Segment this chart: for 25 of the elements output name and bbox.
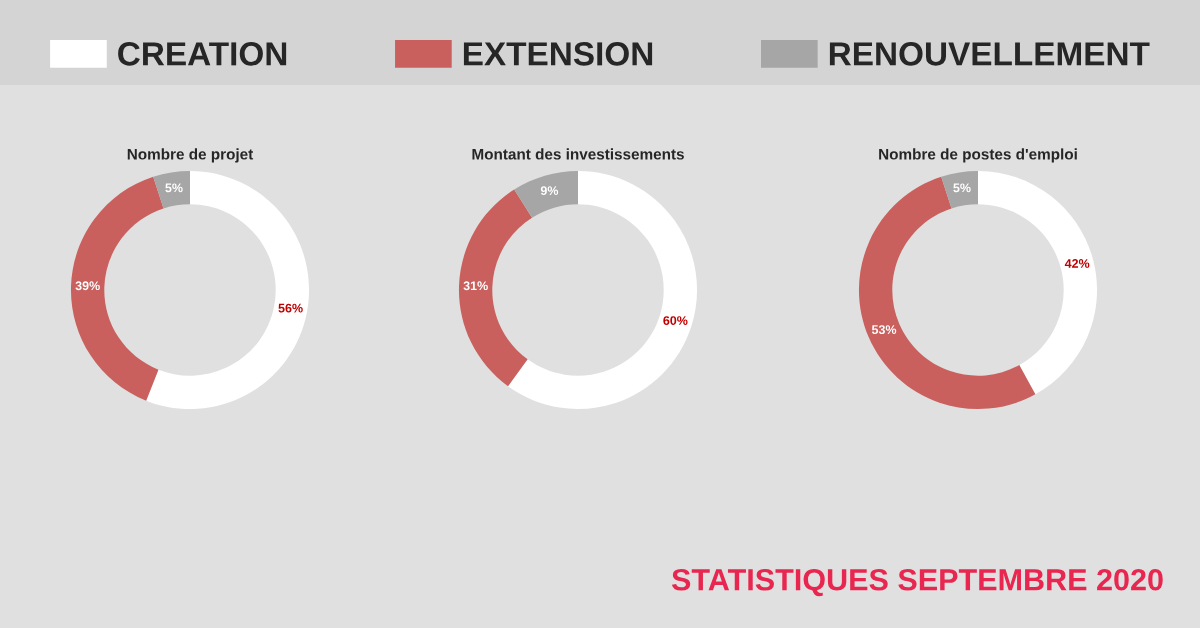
donut-slice xyxy=(458,189,533,387)
chart-title: Nombre de postes d'emploi xyxy=(879,148,1077,163)
text: STATISTIQUES SEPTEMBRE 2020 xyxy=(671,568,1163,597)
text: Nombre de projet xyxy=(127,148,254,163)
donut-slice xyxy=(941,170,978,209)
data-label: 5% xyxy=(953,183,971,193)
data-label: 31% xyxy=(463,281,488,291)
donut-slice xyxy=(514,170,578,218)
data-label: 53% xyxy=(871,325,897,335)
donut-slice xyxy=(978,170,1098,395)
chart-title: Montant des investissements xyxy=(472,148,684,160)
donut-slice xyxy=(153,170,190,209)
donut-slice xyxy=(70,176,164,401)
legend-label: CREATION xyxy=(118,42,287,66)
data-label: 56% xyxy=(278,303,303,313)
data-label: 39% xyxy=(75,281,100,291)
data-label: 60% xyxy=(663,316,688,325)
data-label: 9% xyxy=(540,186,559,196)
data-label: 42% xyxy=(1064,259,1090,268)
legend-label: RENOUVELLEMENT xyxy=(829,42,1150,66)
data-label: 5% xyxy=(165,183,183,193)
donut-slice xyxy=(508,170,698,410)
donut-slice xyxy=(146,170,310,410)
donut-slice xyxy=(858,176,1036,410)
legend-label: EXTENSION xyxy=(463,42,653,66)
